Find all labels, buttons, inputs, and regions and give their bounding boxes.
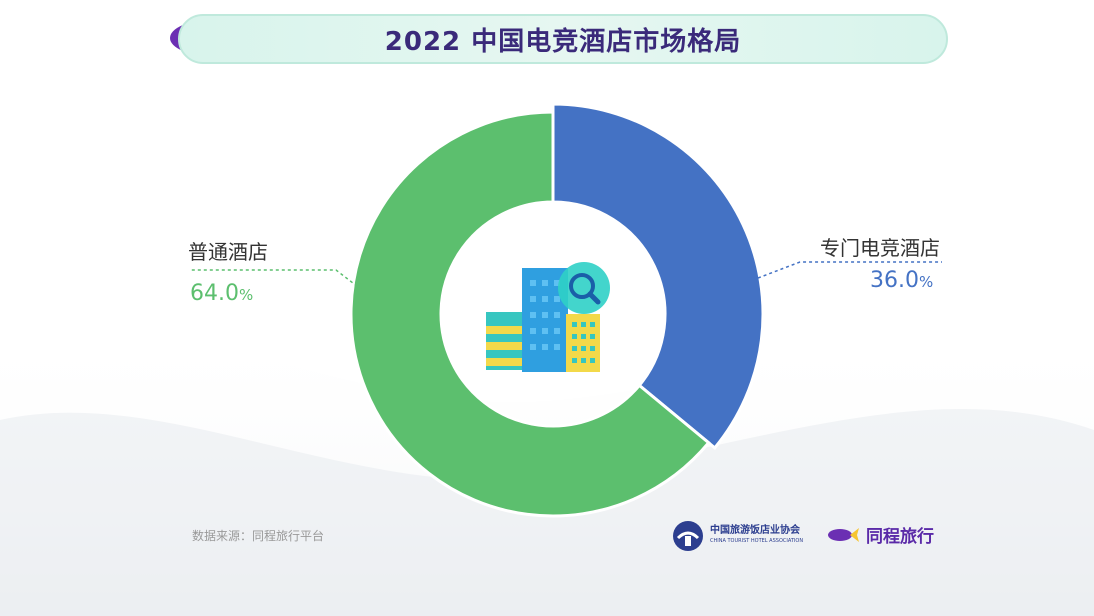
brand-mascot-icon (828, 527, 859, 542)
hotel-building-icon (486, 262, 610, 372)
slice-ordinary-hotel (349, 110, 711, 518)
association-logo: 中国旅游饭店业协会 CHINA TOURIST HOTEL ASSOCIATIO… (672, 520, 803, 552)
leader-line-ordinary-hotel (190, 269, 363, 291)
association-emblem-icon (673, 521, 703, 551)
brand-logo: 同程旅行 (826, 522, 934, 547)
leader-line-esports-hotel (757, 261, 942, 279)
data-source: 数据来源：同程旅行平台 (192, 529, 325, 543)
slice-label-esports-hotel: 专门电竞酒店 (820, 236, 940, 260)
brand-name: 同程旅行 (866, 527, 934, 547)
title-bar: 2022 中国电竞酒店市场格局 (178, 14, 948, 64)
slice-label-ordinary-hotel: 普通酒店 (188, 240, 268, 264)
association-name: 中国旅游饭店业协会 (710, 525, 800, 536)
slice-value-ordinary-hotel: 64.0% (190, 281, 254, 306)
slice-value-esports-hotel: 36.0% (870, 268, 934, 293)
association-name-en: CHINA TOURIST HOTEL ASSOCIATION (710, 538, 804, 544)
slice-esports-hotel (551, 102, 765, 450)
page-title: 2022 中国电竞酒店市场格局 (384, 26, 742, 57)
